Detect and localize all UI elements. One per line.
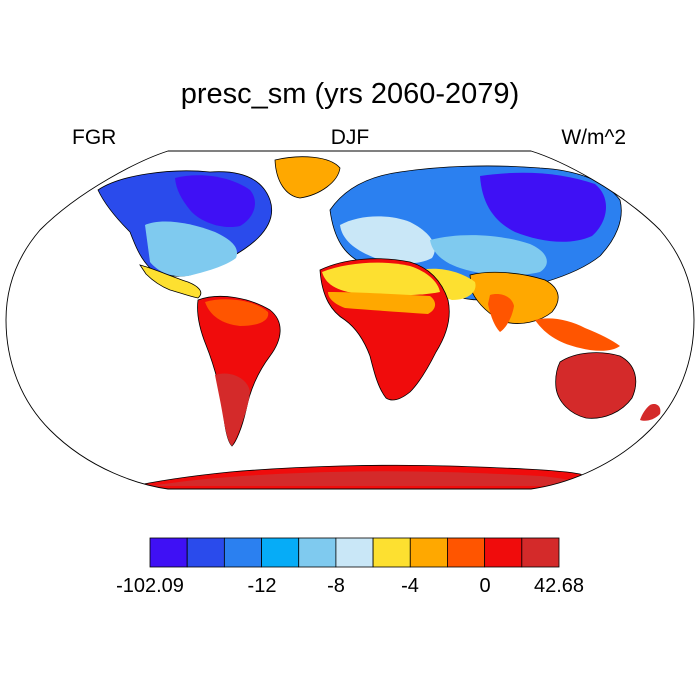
colorbar-tick-label: -12 xyxy=(247,575,277,597)
colorbar-swatch xyxy=(149,537,188,568)
central-asia-light xyxy=(430,235,547,276)
sahara xyxy=(322,262,440,296)
season-label: DJF xyxy=(330,126,370,149)
north-america-south xyxy=(145,221,238,277)
australia xyxy=(555,352,637,419)
south-america-south xyxy=(215,373,250,446)
antarctica-coast xyxy=(150,471,585,486)
new-zealand xyxy=(640,404,661,421)
south-america xyxy=(197,295,281,447)
colorbar-swatch xyxy=(335,537,374,568)
map-border xyxy=(5,150,695,490)
europe-light xyxy=(340,216,435,264)
map-title: presc_sm (yrs 2060-2079) xyxy=(180,78,520,110)
colorbar-swatch xyxy=(484,537,523,568)
colorbar-tick-label: -8 xyxy=(327,575,345,597)
land-layer xyxy=(97,156,661,489)
sahel xyxy=(328,292,436,314)
india xyxy=(488,294,514,332)
colorbar-swatch xyxy=(186,537,225,568)
colorbar-tick-label: 0 xyxy=(479,575,491,597)
colorbar-swatch xyxy=(223,537,262,568)
siberia-deep xyxy=(480,172,607,242)
units-label: W/m^2 xyxy=(561,126,626,149)
maritime-continent xyxy=(535,318,620,351)
central-america xyxy=(139,264,202,299)
colorbar-swatch xyxy=(372,537,411,568)
colorbar-swatch xyxy=(409,537,448,568)
colorbar-swatch xyxy=(447,537,486,568)
colorbar-tick-label: 42.68 xyxy=(533,575,585,597)
greenland xyxy=(274,156,341,199)
colorbar-swatch xyxy=(298,537,337,568)
colorbar-swatch xyxy=(521,537,560,568)
colorbar-tick-label: -4 xyxy=(401,575,419,597)
colorbar-tick-label: -102.09 xyxy=(116,575,184,597)
canada-deep xyxy=(175,175,255,228)
south-america-north xyxy=(205,299,269,326)
variable-label: FGR xyxy=(72,126,117,149)
colorbar-swatch xyxy=(261,537,300,568)
